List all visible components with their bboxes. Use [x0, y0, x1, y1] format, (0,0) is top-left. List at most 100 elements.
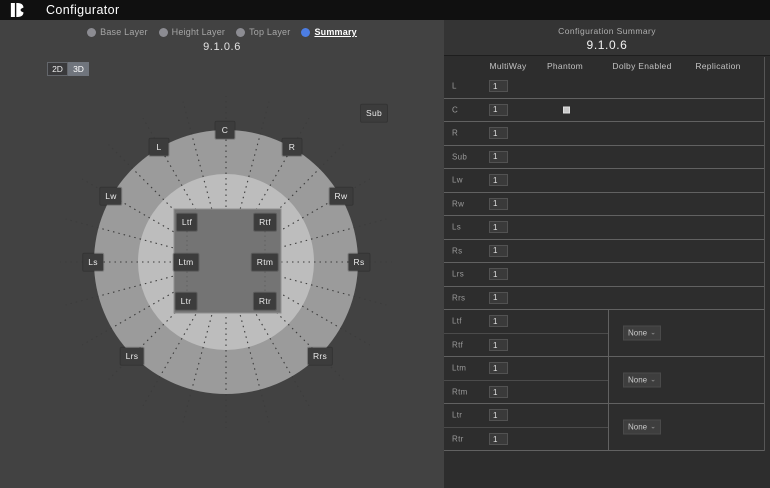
multiway-input-rtm[interactable] — [489, 386, 508, 399]
chevron-down-icon: ⌄ — [650, 423, 656, 431]
height-group-rows: Ltr Rtr — [444, 404, 608, 450]
speaker-chip-ltm[interactable]: Ltm — [173, 253, 199, 271]
summary-row-l: L — [444, 75, 764, 99]
speaker-chip-rrs[interactable]: Rrs — [307, 347, 333, 365]
multiway-input-l[interactable] — [489, 80, 508, 93]
row-label: Sub — [452, 152, 468, 162]
speaker-chip-rtm[interactable]: Rtm — [251, 253, 279, 271]
diagram-panel: Base Layer Height Layer Top Layer Summary 9… — [0, 20, 444, 488]
speaker-chip-ltr[interactable]: Ltr — [175, 292, 197, 310]
row-label: Ltm — [452, 363, 467, 373]
speaker-chip-r[interactable]: R — [282, 138, 302, 156]
speaker-chip-lw[interactable]: Lw — [100, 187, 122, 205]
multiway-input-rrs[interactable] — [489, 291, 508, 304]
column-divider — [608, 357, 609, 403]
speaker-chip-lrs[interactable]: Lrs — [120, 347, 144, 365]
dolby-enabled-select-1[interactable]: None ⌄ — [623, 325, 661, 341]
select-value: None — [628, 328, 648, 338]
multiway-input-lw[interactable] — [489, 174, 508, 187]
multiway-input-ltr[interactable] — [489, 409, 508, 422]
layer-radio-summary[interactable]: Summary — [301, 27, 357, 37]
row-label: Lrs — [452, 269, 465, 279]
summary-panel: Configuration Summary 9.1.0.6 MultiWay Ph… — [444, 20, 770, 488]
layer-radio-base-layer[interactable]: Base Layer — [87, 27, 148, 37]
summary-row-ltm: Ltm — [444, 357, 608, 381]
height-group-2: Ltm Rtm None⌄ — [444, 357, 764, 404]
multiway-input-c[interactable] — [489, 103, 508, 116]
speaker-chip-ls[interactable]: Ls — [83, 253, 103, 271]
summary-row-ltr: Ltr — [444, 404, 608, 428]
phantom-checkbox-c[interactable] — [563, 106, 570, 114]
height-groups: LtfRtfNone⌄LtmRtmNone⌄LtrRtrNone⌄ — [444, 310, 764, 451]
summary-row-lw: Lw — [444, 169, 764, 193]
speaker-chip-sub[interactable]: Sub — [360, 104, 388, 122]
view-toggle-3d[interactable]: 3D — [68, 62, 89, 76]
speaker-chip-ltf[interactable]: Ltf — [176, 213, 198, 231]
row-label: Rs — [452, 246, 463, 256]
radio-label: Top Layer — [249, 27, 291, 37]
multiway-input-lrs[interactable] — [489, 268, 508, 281]
height-group-1: Ltf Rtf None⌄ — [444, 310, 764, 357]
layout-version-text: 9.1.0.6 — [203, 41, 241, 53]
summary-row-c: C — [444, 99, 764, 122]
speaker-chip-l[interactable]: L — [149, 138, 169, 156]
brand-logo-icon — [10, 2, 24, 18]
summary-row-rtf: Rtf — [444, 334, 608, 358]
view-toggle-2d[interactable]: 2D — [47, 62, 68, 76]
summary-row-rs: Rs — [444, 240, 764, 263]
row-label: Rw — [452, 199, 465, 209]
column-divider — [608, 404, 609, 450]
multiway-input-ltm[interactable] — [489, 362, 508, 375]
radio-label: Height Layer — [171, 27, 226, 37]
multiway-input-rw[interactable] — [489, 197, 508, 210]
layer-radio-top-layer[interactable]: Top Layer — [236, 27, 290, 37]
summary-row-lrs: Lrs — [444, 263, 764, 287]
multiway-input-rs[interactable] — [489, 244, 508, 257]
multiway-input-sub[interactable] — [489, 150, 508, 163]
row-label: Lw — [452, 175, 463, 185]
summary-row-rtr: Rtr — [444, 428, 608, 452]
row-label: Rtr — [452, 434, 464, 444]
summary-row-ls: Ls — [444, 216, 764, 240]
select-value: None — [628, 422, 648, 432]
multiway-input-rtr[interactable] — [489, 433, 508, 446]
column-header-phantom: Phantom — [546, 61, 584, 71]
speaker-chip-rtf[interactable]: Rtf — [254, 213, 276, 231]
chevron-down-icon: ⌄ — [650, 376, 656, 384]
row-label: C — [452, 105, 459, 115]
row-label: Rtf — [452, 340, 464, 350]
select-value: None — [628, 375, 648, 385]
dolby-enabled-select-3[interactable]: None ⌄ — [623, 419, 661, 435]
radio-icon — [301, 27, 311, 37]
summary-row-ltf: Ltf — [444, 310, 608, 334]
dolby-enabled-select-2[interactable]: None ⌄ — [623, 372, 661, 388]
multiway-input-r[interactable] — [489, 127, 508, 140]
radio-icon — [158, 27, 168, 37]
radio-label: Base Layer — [100, 27, 148, 37]
column-divider — [608, 310, 609, 356]
multiway-input-ls[interactable] — [489, 221, 508, 234]
app-title: Configurator — [46, 3, 120, 17]
row-label: Rtm — [452, 387, 468, 397]
speaker-diagram — [60, 96, 392, 428]
chevron-down-icon: ⌄ — [650, 329, 656, 337]
summary-row-rtm: Rtm — [444, 381, 608, 405]
radio-label: Summary — [314, 27, 357, 37]
speaker-chip-rs[interactable]: Rs — [348, 253, 370, 271]
brand-logo-icon — [10, 3, 24, 17]
table-right-edge — [764, 57, 765, 451]
row-label: L — [452, 81, 457, 91]
row-label: Ltf — [452, 316, 462, 326]
height-group-3: Ltr Rtr None⌄ — [444, 404, 764, 451]
summary-version: 9.1.0.6 — [586, 38, 628, 52]
speaker-chip-c[interactable]: C — [215, 121, 235, 139]
speaker-chip-rtr[interactable]: Rtr — [253, 292, 277, 310]
multiway-input-rtf[interactable] — [489, 339, 508, 352]
summary-row-rw: Rw — [444, 193, 764, 216]
summary-row-r: R — [444, 122, 764, 146]
multiway-input-ltf[interactable] — [489, 315, 508, 328]
layer-radio-height-layer[interactable]: Height Layer — [158, 27, 226, 37]
speaker-chip-rw[interactable]: Rw — [329, 187, 353, 205]
column-header-replication: Replication — [695, 61, 741, 71]
